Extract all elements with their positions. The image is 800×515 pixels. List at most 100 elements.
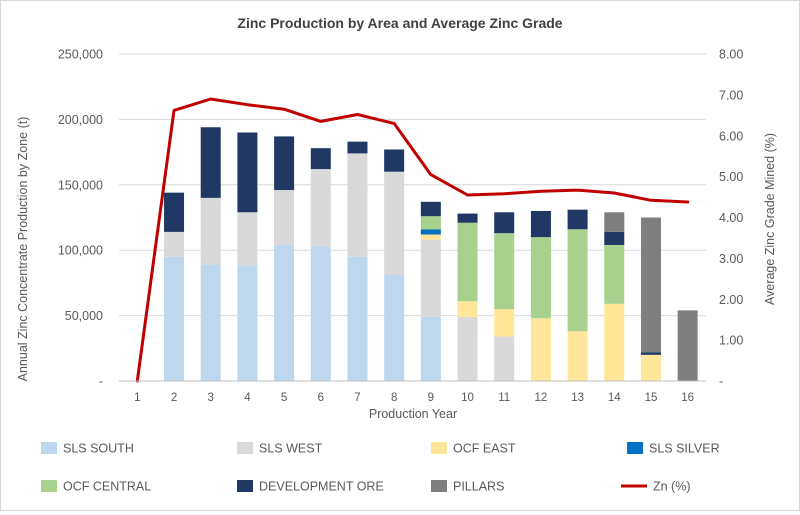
y-tick-label: 150,000 — [58, 178, 103, 192]
bar-development-ore — [384, 149, 404, 171]
legend-label: Zn (%) — [653, 480, 691, 494]
bar-pillars — [641, 218, 661, 353]
bar-sls-west — [201, 198, 221, 265]
x-tick-label: 15 — [645, 392, 658, 404]
y2-tick-label: 6.00 — [719, 129, 743, 143]
y2-tick-label: 3.00 — [719, 252, 743, 266]
y2-tick-label: 2.00 — [719, 293, 743, 307]
x-tick-label: 12 — [535, 392, 548, 404]
bar-pillars — [678, 310, 698, 381]
x-tick-label: 13 — [571, 392, 584, 404]
bar-sls-south — [421, 317, 441, 381]
bar-development-ore — [237, 132, 257, 212]
y2-tick-label: 5.00 — [719, 170, 743, 184]
legend-label: SLS WEST — [259, 442, 323, 456]
bar-ocf-central — [604, 245, 624, 304]
bar-ocf-central — [421, 216, 441, 229]
y-tick-label: 100,000 — [58, 244, 103, 258]
bar-development-ore — [494, 212, 514, 233]
x-tick-label: 1 — [134, 392, 140, 404]
y-tick-label: 250,000 — [58, 48, 103, 62]
bar-sls-west — [421, 240, 441, 317]
legend-swatch — [237, 442, 253, 454]
bar-ocf-central — [494, 233, 514, 309]
bar-development-ore — [164, 193, 184, 232]
x-tick-label: 16 — [681, 392, 694, 404]
x-tick-label: 3 — [208, 392, 214, 404]
legend-label: SLS SOUTH — [63, 442, 134, 456]
bar-ocf-east — [641, 355, 661, 381]
legend-label: OCF EAST — [453, 442, 516, 456]
bar-sls-south — [311, 246, 331, 381]
legend-label: SLS SILVER — [649, 442, 720, 456]
legend-swatch — [431, 480, 447, 492]
bar-sls-south — [384, 275, 404, 381]
bar-development-ore — [421, 202, 441, 216]
bar-ocf-east — [494, 309, 514, 336]
x-tick-label: 14 — [608, 392, 621, 404]
bar-sls-south — [347, 257, 367, 381]
bar-sls-west — [274, 190, 294, 245]
y2-tick-label: 4.00 — [719, 211, 743, 225]
bar-sls-silver — [421, 229, 441, 234]
legend-swatch — [431, 442, 447, 454]
bar-development-ore — [311, 148, 331, 169]
bar-development-ore — [458, 214, 478, 223]
bar-sls-west — [384, 172, 404, 275]
bars — [164, 127, 698, 381]
legend-swatch — [41, 480, 57, 492]
x-tick-label: 11 — [498, 392, 510, 404]
legend-swatch — [237, 480, 253, 492]
x-tick-label: 4 — [244, 392, 251, 404]
bar-ocf-central — [458, 223, 478, 301]
bar-pillars — [604, 212, 624, 232]
x-tick-label: 2 — [171, 392, 177, 404]
bar-ocf-east — [568, 331, 588, 381]
bar-development-ore — [347, 142, 367, 154]
bar-ocf-east — [421, 235, 441, 240]
bar-sls-south — [274, 245, 294, 381]
x-tick-label: 7 — [354, 392, 360, 404]
y2-tick-label: - — [719, 375, 723, 389]
bar-ocf-central — [568, 229, 588, 331]
bar-sls-west — [311, 169, 331, 246]
legend-label: OCF CENTRAL — [63, 480, 151, 494]
y-tick-label: 50,000 — [65, 309, 103, 323]
y2-tick-label: 7.00 — [719, 88, 743, 102]
bar-ocf-east — [458, 301, 478, 317]
bar-development-ore — [568, 210, 588, 230]
bar-development-ore — [531, 211, 551, 237]
legend-swatch — [41, 442, 57, 454]
x-tick-label: 6 — [318, 392, 324, 404]
bar-sls-south — [164, 257, 184, 381]
bar-sls-south — [237, 266, 257, 381]
chart-title: Zinc Production by Area and Average Zinc… — [237, 15, 562, 31]
legend: SLS SOUTH SLS WEST OCF EAST SLS SILVER OCF C… — [41, 442, 720, 494]
y2-axis-title: Average Zinc Grade Mined (%) — [763, 133, 777, 305]
x-tick-label: 8 — [391, 392, 397, 404]
bar-sls-west — [458, 317, 478, 381]
legend-swatch — [627, 442, 643, 454]
y-tick-label: 200,000 — [58, 113, 103, 127]
x-tick-label: 10 — [461, 392, 474, 404]
bar-development-ore — [274, 136, 294, 190]
bar-development-ore — [641, 352, 661, 355]
bar-sls-west — [494, 337, 514, 381]
legend-label: PILLARS — [453, 480, 504, 494]
x-tick-label: 5 — [281, 392, 287, 404]
bar-sls-south — [201, 265, 221, 381]
x-tick-label: 9 — [428, 392, 434, 404]
bar-ocf-east — [604, 304, 624, 381]
y2-tick-label: 1.00 — [719, 334, 743, 348]
bar-development-ore — [201, 127, 221, 198]
bar-sls-west — [164, 232, 184, 257]
bar-ocf-east — [531, 318, 551, 381]
x-axis-title: Production Year — [369, 407, 457, 421]
legend-label: DEVELOPMENT ORE — [259, 480, 384, 494]
y2-tick-label: 8.00 — [719, 48, 743, 62]
bar-ocf-central — [531, 237, 551, 318]
bar-sls-west — [237, 212, 257, 266]
bar-sls-west — [347, 153, 367, 256]
